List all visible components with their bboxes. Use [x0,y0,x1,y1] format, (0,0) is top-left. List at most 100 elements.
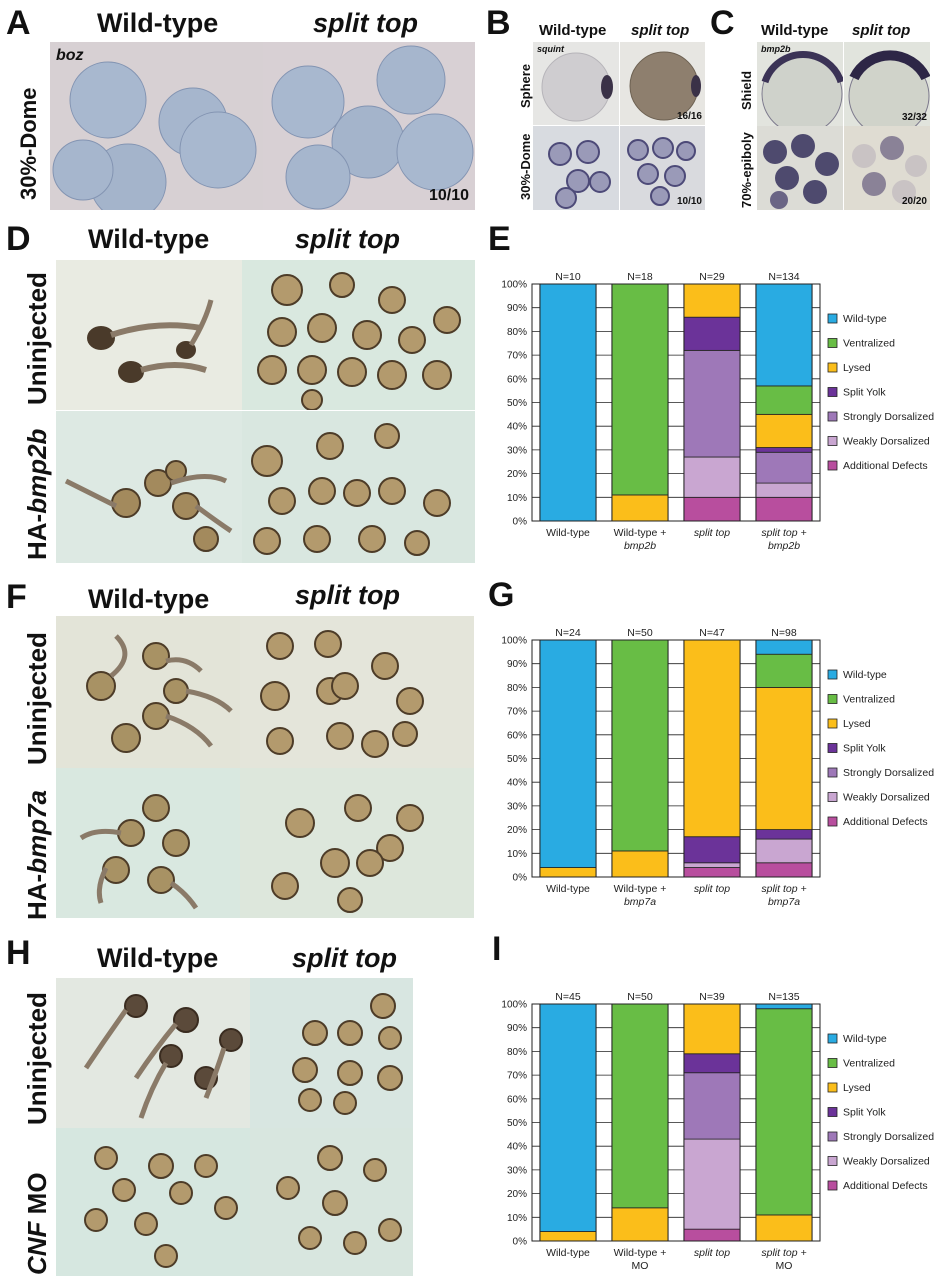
bar-segment-wild-type [755,639,813,655]
panel-f-row-injected: HA-bmp7a [22,789,52,920]
x-tick-label: Wild-type + [614,883,667,895]
panel-d-row-injected: HA-bmp2b [22,428,52,560]
y-tick-label: 50% [507,1118,527,1129]
panel-c-count-shield: 32/32 [901,112,927,123]
panel-d-image-uninjected-wildtype [56,260,242,410]
y-tick-label: 30% [507,1165,527,1176]
bar-segment-strongly-dorsalized [683,349,741,458]
bar-outline [611,639,669,878]
bar-segment-lysed [539,867,597,878]
legend-swatch-ventralized [827,338,838,348]
bar-segment-additional-defects [755,496,813,522]
panel-h-row-uninjected: Uninjected [22,992,52,1125]
bar-segment-additional-defects [683,867,741,878]
legend-label-strongly-dorsalized: Strongly Dorsalized [843,1131,934,1143]
panel-a-col-wildtype: Wild-type [97,8,219,38]
bar-segment-split-yolk [683,1053,741,1074]
n-label: N=50 [627,627,653,639]
x-tick-label: Wild-type [546,883,590,895]
legend-label-lysed: Lysed [843,718,871,730]
panel-h-image-uninjected-wildtype [56,978,250,1128]
panel-c-image-epiboly-wildtype [757,126,843,210]
legend-swatch-split-yolk [827,1107,838,1117]
panel-d-col-splittop: split top [295,224,400,254]
y-tick-label: 70% [507,1071,527,1082]
bar-outline [611,283,669,522]
y-tick-label: 10% [507,849,527,860]
panel-c-row-epiboly: 70%-epiboly [739,132,754,208]
y-tick-label: 0% [513,873,528,884]
legend-label-strongly-dorsalized: Strongly Dorsalized [843,411,934,423]
panel-f-image-injected-wildtype [56,768,240,918]
x-tick-label-line2: bmp7a [624,896,656,908]
y-tick-label: 60% [507,730,527,741]
y-tick-label: 20% [507,469,527,480]
panel-c-col-wildtype: Wild-type [761,22,829,39]
legend-swatch-additional-defects [827,1180,838,1191]
bar-segment-weakly-dorsalized [755,838,813,864]
legend-label-ventralized: Ventralized [843,338,895,350]
bar-outline [611,1003,669,1242]
panel-d-row-uninjected: Uninjected [22,272,52,405]
y-tick-label: 100% [501,280,527,291]
legend-swatch-lysed [827,1082,838,1093]
bar-segment-ventralized [755,653,813,688]
bar-segment-weakly-dorsalized [683,862,741,868]
y-tick-label: 80% [507,1047,527,1058]
panel-f-col-splittop: split top [295,580,400,610]
x-tick-label: split top + [761,1247,806,1259]
x-tick-label: Wild-type [546,1247,590,1259]
bar-segment-wild-type [539,1003,597,1232]
panel-a-count: 10/10 [428,187,469,204]
bar-segment-wild-type [755,1003,813,1010]
n-label: N=10 [555,271,581,283]
x-tick-label: split top [694,1247,730,1259]
y-tick-label: 10% [507,1213,527,1224]
embryo-drawing [271,45,474,210]
bar-segment-split-yolk [755,829,813,840]
bar-segment-lysed [755,687,813,830]
y-tick-label: 30% [507,801,527,812]
chart-e: 0% 10% 20% 30% 40% 50% 60% 70% 80% 90% 100% N=10 Wil… [501,271,934,552]
panel-f-image-uninjected-splittop [240,616,474,768]
y-tick-label: 100% [501,636,527,647]
bar-segment-ventralized [611,639,669,852]
y-tick-label: 40% [507,1142,527,1153]
bar-outline [683,1003,741,1242]
legend-swatch-strongly-dorsalized [827,767,838,778]
panel-h-row-injected: CNF MO [22,1172,52,1275]
embryo-drawing [52,61,257,210]
panel-d-image-injected-splittop [242,411,475,563]
bar-segment-weakly-dorsalized [683,456,741,498]
panel-c-image-epiboly-splittop: 20/20 [844,126,930,210]
panel-b-col-splittop: split top [631,22,690,39]
legend-swatch-ventralized [827,1058,838,1068]
x-tick-label: split top + [761,883,806,895]
y-tick-label: 50% [507,398,527,409]
panel-a-image-wildtype: boz [50,42,263,210]
n-label: N=98 [771,627,797,639]
y-tick-label: 80% [507,327,527,338]
bar-segment-strongly-dorsalized [755,451,813,484]
bar-segment-lysed [611,850,669,878]
panel-h-col-splittop: split top [292,943,397,973]
y-tick-label: 40% [507,422,527,433]
panel-b-count-sphere: 16/16 [676,111,702,122]
bar-outline [755,1003,813,1242]
panel-b-image-sphere-wildtype: squint [533,42,619,125]
panel-h-image-injected-wildtype [56,1128,250,1276]
legend-swatch-split-yolk [827,743,838,753]
panel-c-col-splittop: split top [852,22,911,39]
panel-b-probe: squint [537,44,564,54]
panel-b-count-dome: 10/10 [676,196,702,207]
bar-segment-lysed [683,283,741,318]
n-label: N=45 [555,991,581,1003]
bar-outline [683,639,741,878]
bar-segment-additional-defects [755,862,813,878]
y-tick-label: 70% [507,707,527,718]
x-tick-label: Wild-type + [614,1247,667,1259]
legend-swatch-lysed [827,362,838,373]
bar-segment-lysed [683,1003,741,1055]
bar-segment-lysed [755,413,813,448]
bar-outline [683,283,741,522]
